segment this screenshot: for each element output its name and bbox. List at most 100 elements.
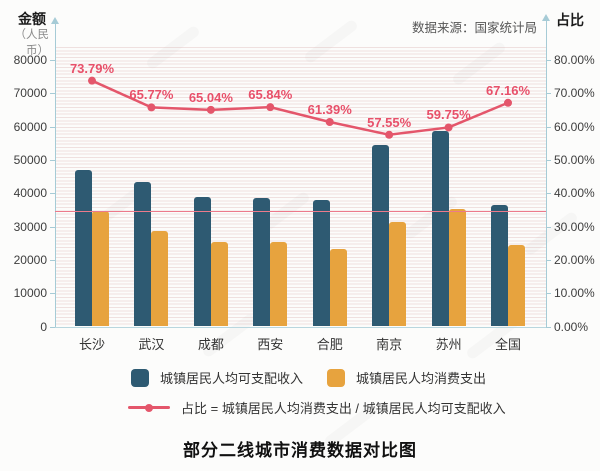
ratio-value-label: 65.04%	[188, 89, 233, 105]
data-source-note: 数据来源：国家统计局	[411, 21, 537, 35]
right-axis-tick-label: 70.00%	[554, 86, 595, 101]
x-axis-category-label: 南京	[376, 337, 403, 352]
ratio-point[interactable]	[504, 98, 513, 107]
ratio-line-legend-glyph	[128, 403, 170, 412]
expense-bar-1[interactable]	[92, 211, 109, 327]
left-axis-tick-label: 50000	[13, 152, 47, 167]
income-legend-swatch	[131, 368, 149, 387]
right-axis-tickmark	[546, 326, 551, 328]
income-bar-2[interactable]	[134, 181, 152, 327]
ratio-line	[91, 79, 509, 137]
ratio-value-label: 61.39%	[307, 101, 352, 117]
ratio-point[interactable]	[206, 105, 215, 114]
left-axis-tick-label: 30000	[13, 219, 47, 234]
right-axis-tickmark	[546, 259, 551, 261]
right-axis-tickmark	[546, 93, 551, 95]
income-bar-4[interactable]	[253, 198, 271, 327]
expense-bar-6[interactable]	[389, 221, 407, 327]
expense-bar-8[interactable]	[508, 245, 525, 327]
income-bar-3[interactable]	[193, 196, 211, 327]
x-axis-category-label: 苏州	[435, 337, 462, 352]
left-axis-title: 金额	[18, 11, 46, 27]
left-axis-tickmark	[50, 259, 55, 261]
chart-title: 部分二线城市消费数据对比图	[183, 441, 417, 460]
ratio-point[interactable]	[385, 130, 394, 139]
income-bar-1[interactable]	[75, 170, 92, 327]
ratio-value-label: 73.79%	[69, 60, 115, 76]
left-axis-tick-label: 70000	[13, 86, 47, 101]
income-bar-5[interactable]	[312, 200, 330, 327]
x-axis-category-label: 长沙	[78, 337, 106, 352]
left-axis-tickmark	[50, 326, 55, 328]
left-y-axis-arrow-icon	[51, 17, 59, 24]
right-axis-tick-label: 10.00%	[554, 286, 595, 301]
ratio-point[interactable]	[147, 103, 156, 112]
income-legend-label: 城镇居民人均可支配收入	[160, 371, 304, 386]
right-y-axis-line	[545, 21, 547, 327]
ratio-value-label: 59.75%	[426, 107, 471, 123]
right-axis-tick-label: 50.00%	[554, 152, 595, 167]
left-axis-subtitle: （人民币）	[14, 29, 50, 57]
left-axis-tickmark	[50, 226, 55, 228]
ratio-point[interactable]	[444, 123, 453, 132]
income-bar-7[interactable]	[431, 130, 449, 327]
left-axis-tickmark	[50, 159, 55, 161]
income-bar-8[interactable]	[491, 205, 508, 327]
ratio-point[interactable]	[266, 103, 275, 112]
right-y-axis-arrow-icon	[542, 14, 550, 21]
right-axis-tick-label: 20.00%	[554, 252, 595, 267]
right-axis-tick-label: 40.00%	[554, 186, 595, 201]
left-axis-tick-label: 60000	[13, 119, 47, 134]
ratio-value-label: 57.55%	[367, 114, 412, 130]
ratio-point[interactable]	[325, 117, 334, 126]
right-axis-tick-label: 0.00%	[554, 319, 589, 334]
left-y-axis-line	[54, 24, 56, 327]
right-axis-tickmark	[546, 60, 551, 61]
right-axis-title: 占比	[556, 12, 584, 28]
legend-item-ratio[interactable]: 占比 = 城镇居民人均消费支出 / 城镇居民人均可支配收入	[128, 398, 506, 417]
ratio-value-label: 65.77%	[129, 87, 174, 103]
expense-bar-4[interactable]	[270, 241, 288, 327]
left-axis-tick-label: 10000	[13, 286, 47, 301]
left-axis-tick-label: 0	[40, 319, 47, 334]
legend-item-expense[interactable]: 城镇居民人均消费支出	[327, 368, 486, 387]
left-axis-tickmark	[50, 60, 55, 61]
right-axis-tickmark	[546, 226, 551, 228]
income-bar-6[interactable]	[372, 144, 390, 327]
expense-legend-label: 城镇居民人均消费支出	[356, 371, 487, 386]
right-axis-tickmark	[546, 159, 551, 161]
expense-legend-swatch	[327, 368, 345, 387]
x-axis-category-label: 合肥	[316, 337, 343, 352]
ratio-legend-label: 占比 = 城镇居民人均消费支出 / 城镇居民人均可支配收入	[181, 401, 506, 416]
x-axis-category-label: 成都	[197, 337, 224, 352]
ratio-point[interactable]	[88, 76, 96, 85]
x-axis-category-label: 武汉	[138, 337, 165, 352]
ratio-value-label: 65.84%	[248, 87, 293, 103]
x-axis-category-label: 全国	[494, 337, 522, 352]
left-axis-tick-label: 80000	[13, 53, 47, 67]
expense-bar-2[interactable]	[151, 231, 169, 327]
x-axis-line	[55, 326, 546, 328]
x-axis-category-label: 西安	[257, 337, 284, 352]
left-axis-tickmark	[50, 293, 55, 295]
reference-line	[55, 211, 546, 213]
right-axis-tick-label: 60.00%	[554, 119, 595, 134]
expense-bar-3[interactable]	[210, 242, 228, 327]
left-axis-tickmark	[50, 193, 55, 195]
right-axis-tick-label: 80.00%	[554, 53, 595, 67]
ratio-value-label: 67.16%	[485, 82, 531, 98]
left-axis-tickmark	[50, 126, 55, 128]
expense-bar-5[interactable]	[329, 248, 347, 327]
right-axis-tickmark	[546, 126, 551, 128]
right-axis-tickmark	[546, 293, 551, 295]
right-axis-tickmark	[546, 193, 551, 195]
left-axis-tick-label: 40000	[13, 186, 47, 201]
legend-item-income[interactable]: 城镇居民人均可支配收入	[131, 368, 303, 387]
right-axis-tick-label: 30.00%	[554, 219, 595, 234]
left-axis-tick-label: 20000	[13, 252, 47, 267]
expense-bar-7[interactable]	[448, 209, 466, 327]
left-axis-tickmark	[50, 93, 55, 95]
